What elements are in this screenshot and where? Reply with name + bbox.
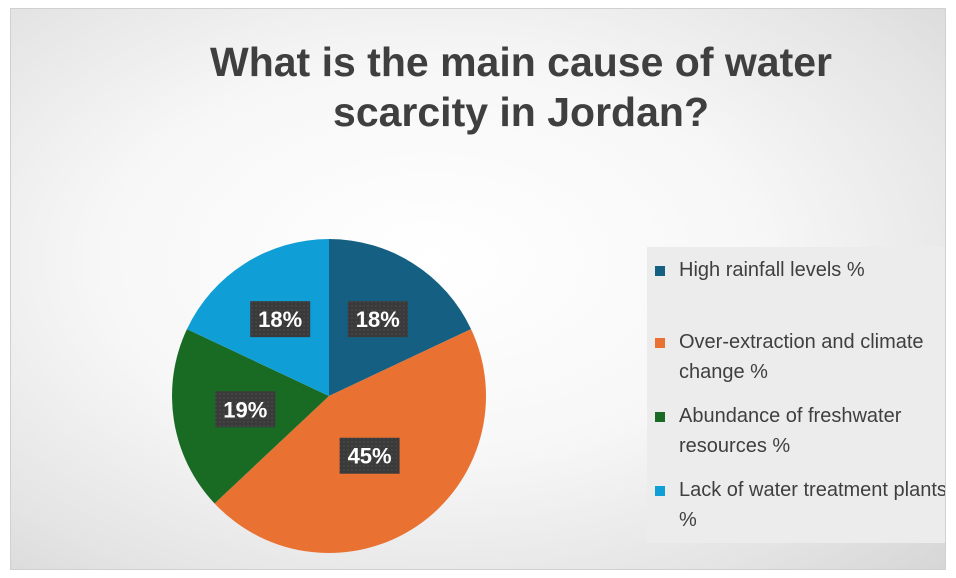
chart-legend: High rainfall levels % Over-extraction a…	[647, 247, 946, 543]
legend-swatch	[655, 412, 665, 422]
legend-label: Lack of water treatment plants %	[679, 479, 946, 531]
data-label-4: 18%	[250, 301, 311, 338]
data-label-box	[250, 301, 311, 338]
data-label-box	[215, 391, 276, 428]
legend-label: High rainfall levels %	[679, 259, 865, 281]
data-label-box	[347, 301, 408, 338]
legend-label: Over-extraction and climate change %	[679, 331, 924, 383]
data-label-text: 19%	[223, 397, 267, 422]
legend-item-4: Lack of water treatment plants %	[647, 475, 946, 535]
data-label-text: 45%	[348, 444, 392, 469]
chart-title: What is the main cause of water scarcity…	[210, 39, 832, 135]
legend-label: Abundance of freshwater resources %	[679, 405, 902, 457]
legend-swatch	[655, 338, 665, 348]
legend-swatch	[655, 266, 665, 276]
data-label-3: 19%	[215, 391, 276, 428]
legend-swatch	[655, 486, 665, 496]
legend-item-3: Abundance of freshwater resources %	[647, 401, 945, 461]
pie-chart: 18% 45% 19% 18%	[171, 239, 487, 554]
legend-item-2: Over-extraction and climate change %	[647, 327, 945, 387]
data-label-1: 18%	[347, 301, 408, 338]
data-label-box	[339, 437, 400, 474]
data-label-text: 18%	[258, 307, 302, 332]
data-label-text: 18%	[356, 307, 400, 332]
chart-area: What is the main cause of water scarcity…	[10, 8, 946, 570]
data-label-2: 45%	[339, 437, 400, 474]
legend-item-1: High rainfall levels %	[647, 255, 945, 285]
